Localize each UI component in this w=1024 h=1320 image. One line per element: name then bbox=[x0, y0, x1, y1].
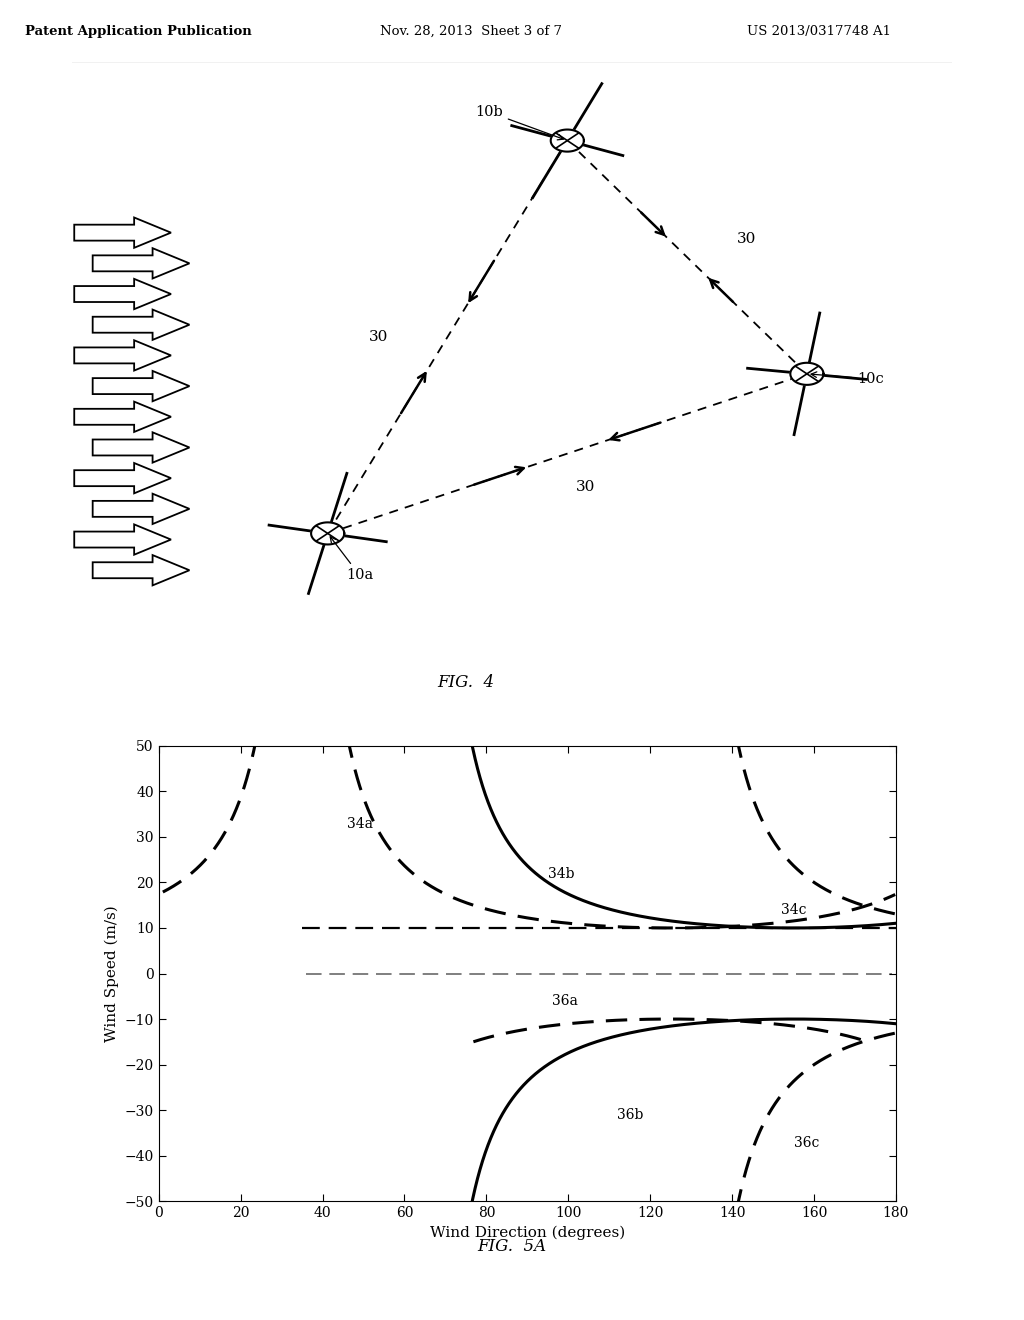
Text: 10c: 10c bbox=[811, 372, 885, 385]
Polygon shape bbox=[92, 248, 189, 279]
Text: 10a: 10a bbox=[330, 537, 374, 582]
Text: 36b: 36b bbox=[617, 1109, 644, 1122]
Text: FIG.  4: FIG. 4 bbox=[437, 675, 495, 690]
Polygon shape bbox=[92, 433, 189, 462]
Polygon shape bbox=[75, 463, 171, 494]
Polygon shape bbox=[75, 341, 171, 371]
Text: 10b: 10b bbox=[475, 106, 563, 140]
Text: Nov. 28, 2013  Sheet 3 of 7: Nov. 28, 2013 Sheet 3 of 7 bbox=[380, 25, 562, 38]
Polygon shape bbox=[92, 494, 189, 524]
Text: 30: 30 bbox=[577, 480, 595, 495]
Polygon shape bbox=[75, 218, 171, 248]
Polygon shape bbox=[92, 556, 189, 585]
Polygon shape bbox=[92, 371, 189, 401]
Polygon shape bbox=[311, 523, 344, 544]
Text: FIG.  5A: FIG. 5A bbox=[477, 1238, 547, 1255]
X-axis label: Wind Direction (degrees): Wind Direction (degrees) bbox=[430, 1225, 625, 1239]
Text: 30: 30 bbox=[369, 330, 388, 345]
Text: US 2013/0317748 A1: US 2013/0317748 A1 bbox=[748, 25, 891, 38]
Text: 34b: 34b bbox=[548, 867, 574, 880]
Polygon shape bbox=[92, 310, 189, 339]
Polygon shape bbox=[75, 401, 171, 432]
Polygon shape bbox=[551, 129, 584, 152]
Polygon shape bbox=[75, 524, 171, 554]
Polygon shape bbox=[791, 363, 823, 385]
Text: 34a: 34a bbox=[347, 817, 373, 830]
Text: 30: 30 bbox=[737, 232, 757, 246]
Y-axis label: Wind Speed (m/s): Wind Speed (m/s) bbox=[104, 906, 119, 1041]
Text: 34c: 34c bbox=[781, 903, 807, 917]
Text: Patent Application Publication: Patent Application Publication bbox=[25, 25, 252, 38]
Text: 36a: 36a bbox=[552, 994, 578, 1008]
Polygon shape bbox=[75, 279, 171, 309]
Text: 36c: 36c bbox=[794, 1135, 819, 1150]
